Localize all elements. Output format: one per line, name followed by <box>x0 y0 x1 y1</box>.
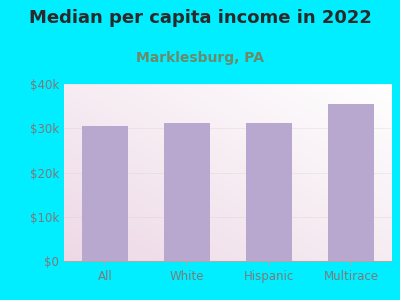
Bar <box>164 123 210 261</box>
Bar <box>246 123 292 261</box>
Text: Marklesburg, PA: Marklesburg, PA <box>136 51 264 65</box>
Bar <box>82 126 128 261</box>
Text: Median per capita income in 2022: Median per capita income in 2022 <box>28 9 372 27</box>
Bar <box>328 104 374 261</box>
